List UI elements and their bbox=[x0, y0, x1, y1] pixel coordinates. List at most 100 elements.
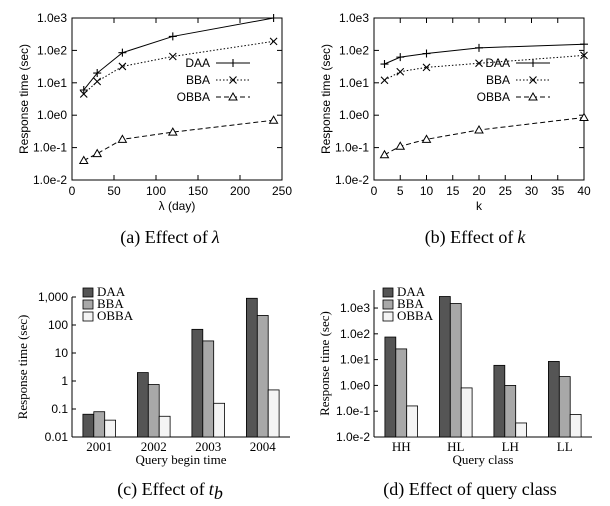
data-point-daa bbox=[118, 48, 127, 57]
x-tick-label: 25 bbox=[499, 184, 513, 198]
x-tick-label: 30 bbox=[525, 184, 539, 198]
bar-daa bbox=[493, 364, 506, 438]
bar-obba bbox=[104, 419, 116, 438]
legend-label: BBA bbox=[397, 296, 424, 311]
series-daa bbox=[380, 40, 588, 69]
data-point-bba bbox=[475, 59, 483, 68]
series-line-bba bbox=[83, 40, 274, 95]
legend-label: DAA bbox=[397, 284, 426, 299]
x-tick-label: 200 bbox=[230, 184, 250, 198]
y-tick-label: 1.0e0 bbox=[339, 108, 369, 122]
x-tick-label: 100 bbox=[146, 184, 166, 198]
bar-obba bbox=[213, 402, 225, 438]
y-tick-label: 1.0e-2 bbox=[33, 173, 67, 187]
legend-label: BBA bbox=[486, 73, 510, 87]
bar-bba bbox=[449, 303, 462, 438]
y-tick-label: 1.0e3 bbox=[37, 11, 67, 25]
series-bba bbox=[380, 51, 588, 85]
bar-daa bbox=[245, 297, 258, 438]
x-tick-label: 2004 bbox=[250, 439, 277, 454]
bar-daa bbox=[548, 361, 560, 438]
series-obba bbox=[78, 115, 279, 164]
data-point-bba bbox=[396, 67, 405, 76]
bar-daa bbox=[136, 372, 149, 438]
caption-text: (d) Effect of query class bbox=[383, 479, 557, 500]
x-axis-label: Query class bbox=[452, 452, 513, 467]
x-tick-label: 250 bbox=[272, 184, 292, 198]
series-daa bbox=[79, 14, 278, 94]
bar-obba bbox=[515, 422, 528, 438]
x-tick-label: 5 bbox=[397, 184, 404, 198]
bar-bba bbox=[256, 315, 269, 438]
bar-bba bbox=[504, 385, 517, 438]
x-axis-label: Query begin time bbox=[136, 452, 227, 467]
figure-caption: (d) Effect of query class bbox=[383, 479, 557, 500]
data-point-obba bbox=[117, 134, 128, 143]
figure-caption: (c) Effect of tb bbox=[117, 479, 223, 503]
data-point-bba bbox=[79, 90, 88, 98]
series-obba bbox=[379, 112, 589, 159]
data-point-obba bbox=[395, 141, 406, 150]
legend-swatch bbox=[382, 299, 394, 310]
y-tick-label: 1.0e3 bbox=[340, 301, 370, 315]
x-tick-label: 0 bbox=[371, 184, 378, 198]
legend-label: OBBA bbox=[397, 308, 434, 323]
series-line-daa bbox=[384, 43, 585, 65]
y-tick-label: 1.0e2 bbox=[340, 327, 370, 341]
series-line-daa bbox=[83, 17, 274, 91]
bar-daa bbox=[384, 336, 397, 438]
legend-marker bbox=[229, 76, 237, 84]
figure-caption: (a) Effect of λ bbox=[120, 227, 220, 248]
x-tick-label: 40 bbox=[577, 184, 591, 198]
y-tick-label: 1.0e2 bbox=[37, 43, 67, 57]
chart-c-bar-begin-time: 0.01 0.1 1 10 100 1,000 2001 2002 2003 2004 Query … bbox=[15, 284, 290, 503]
legend-label: OBBA bbox=[177, 90, 210, 104]
y-tick-label: 1.0e1 bbox=[339, 76, 369, 90]
bar-obba bbox=[460, 387, 473, 438]
plot-frame bbox=[71, 17, 283, 181]
y-tick-label: 1.0e-1 bbox=[336, 404, 370, 418]
legend-swatch bbox=[82, 311, 94, 322]
caption-math: λ bbox=[211, 227, 220, 247]
legend-marker bbox=[228, 91, 238, 101]
legend-label: DAA bbox=[97, 284, 126, 299]
y-tick-label: 0.01 bbox=[45, 430, 69, 444]
legend-swatch bbox=[82, 287, 94, 298]
data-point-daa bbox=[79, 85, 88, 94]
figure-caption: (b) Effect of k bbox=[425, 227, 527, 248]
bar-obba bbox=[158, 415, 171, 438]
legend-swatch bbox=[382, 311, 394, 322]
caption-math: k bbox=[517, 227, 526, 247]
y-tick-label: 1.0e-2 bbox=[336, 430, 370, 444]
legend-label: DAA bbox=[185, 56, 210, 70]
legend-label: OBBA bbox=[477, 90, 510, 104]
x-tick-label: HH bbox=[392, 439, 411, 454]
data-point-daa bbox=[269, 14, 278, 22]
data-point-obba bbox=[474, 124, 484, 134]
y-tick-label: 1.0e0 bbox=[340, 378, 370, 392]
x-tick-label: 150 bbox=[188, 184, 208, 198]
x-tick-label: 10 bbox=[420, 184, 434, 198]
y-axis-label: Response time (sec) bbox=[15, 315, 30, 420]
data-point-obba bbox=[579, 112, 589, 121]
data-point-daa bbox=[422, 49, 431, 58]
chart-b-line-k: 1.0e-2 1.0e-1 1.0e0 1.0e1 1.0e2 1.0e3 0 5 10 15 20… bbox=[319, 11, 591, 248]
bar-bba bbox=[202, 340, 215, 438]
x-tick-label: LH bbox=[502, 439, 519, 454]
caption-text: (a) Effect of bbox=[120, 227, 208, 248]
legend-marker bbox=[529, 59, 537, 67]
y-tick-label: 1.0e1 bbox=[340, 353, 370, 367]
y-tick-label: 0.1 bbox=[51, 402, 68, 416]
chart-d-bar-query-class: 1.0e-2 1.0e-1 1.0e0 1.0e1 1.0e2 1.0e3 HH HL LH LL… bbox=[317, 284, 592, 500]
y-tick-label: 1 bbox=[61, 374, 68, 388]
legend-swatch bbox=[82, 299, 94, 310]
x-axis-label: λ (day) bbox=[159, 199, 196, 213]
caption-text: (b) Effect of bbox=[425, 227, 514, 248]
y-tick-label: 1.0e0 bbox=[37, 108, 67, 122]
legend-label: DAA bbox=[485, 56, 510, 70]
x-tick-label: 2002 bbox=[141, 439, 167, 454]
data-point-daa bbox=[580, 40, 588, 49]
x-tick-label: LL bbox=[557, 439, 573, 454]
data-point-obba bbox=[167, 127, 178, 136]
